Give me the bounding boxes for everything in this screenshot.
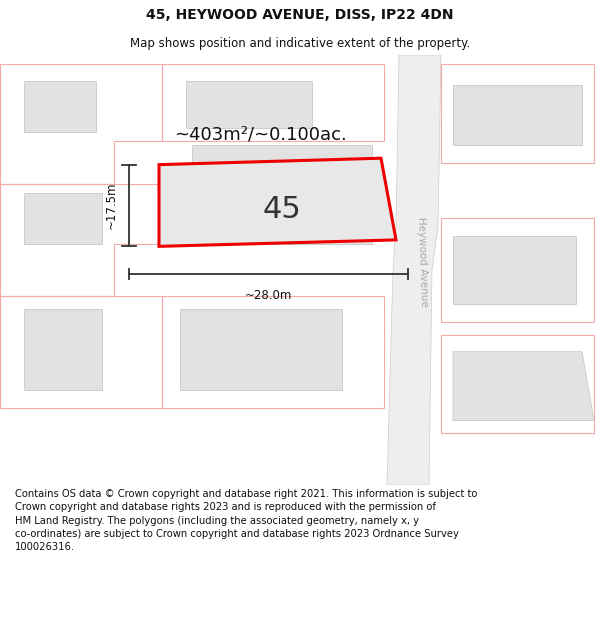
Polygon shape <box>453 85 582 145</box>
Polygon shape <box>24 81 96 132</box>
Text: ~28.0m: ~28.0m <box>245 289 292 302</box>
Polygon shape <box>192 145 372 244</box>
Polygon shape <box>24 192 102 244</box>
Polygon shape <box>387 55 441 485</box>
Polygon shape <box>453 352 594 421</box>
Text: Heywood Avenue: Heywood Avenue <box>416 216 430 306</box>
Polygon shape <box>159 158 396 246</box>
Text: Map shows position and indicative extent of the property.: Map shows position and indicative extent… <box>130 36 470 49</box>
Polygon shape <box>453 236 576 304</box>
Polygon shape <box>24 309 102 391</box>
Text: ~403m²/~0.100ac.: ~403m²/~0.100ac. <box>174 126 347 144</box>
Text: Contains OS data © Crown copyright and database right 2021. This information is : Contains OS data © Crown copyright and d… <box>15 489 478 552</box>
Polygon shape <box>180 309 342 391</box>
Text: 45: 45 <box>263 195 301 224</box>
Text: 45, HEYWOOD AVENUE, DISS, IP22 4DN: 45, HEYWOOD AVENUE, DISS, IP22 4DN <box>146 8 454 22</box>
Polygon shape <box>186 81 312 128</box>
Text: ~17.5m: ~17.5m <box>105 182 118 229</box>
